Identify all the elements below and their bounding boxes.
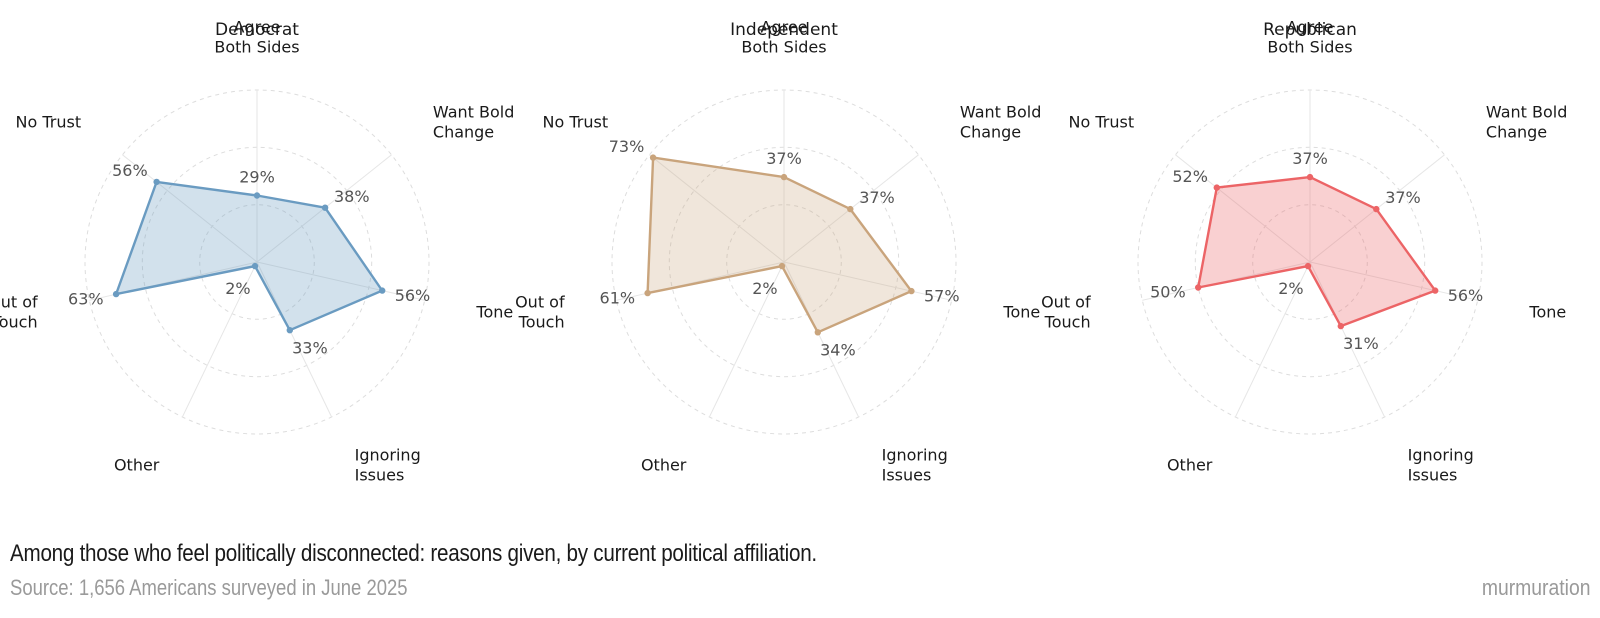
axis-label-tone: Tone [1002,303,1040,322]
value-label: 29% [239,168,275,187]
data-point-ignoring-issues [814,329,821,336]
value-label: 56% [395,286,431,305]
data-point-agree-both-sides [1306,173,1314,181]
value-label: 56% [112,161,148,180]
value-label: 61% [600,288,636,307]
grid-ring [726,204,842,320]
axis-spoke [783,261,952,301]
axis-spoke [256,261,425,301]
radar-charts: 29% 38% 56% 33% 2% 63% 56% Agree Both Sides Want … [0,18,1567,485]
value-label: 56% [1448,286,1484,305]
data-point-ignoring-issues [286,327,293,334]
data-point-ignoring-issues [1337,322,1345,330]
value-label: 38% [334,187,370,206]
axis-spoke [122,154,258,263]
panel-title: Democrat [215,20,299,40]
axis-spoke [1175,154,1311,263]
data-point-no-trust [153,178,160,186]
grid-ring [1252,204,1368,320]
axis-label-agree-both-sides: Agree Both Sides [214,18,299,57]
data-point-other [251,262,259,270]
axis-spoke [181,261,258,418]
axis-label-ignoring-issues: Ignoring Issues [882,445,948,484]
data-point-want-bold-change [847,205,854,213]
value-label: 57% [924,286,960,305]
series-area-independent [646,156,913,334]
axis-spoke [1309,261,1478,301]
axis-label-other: Other [641,455,687,474]
source-note: Source: 1,656 Americans surveyed in June… [10,575,408,600]
data-point-agree-both-sides [253,192,261,199]
data-point-out-of-touch [112,290,120,298]
axis-label-ignoring-issues: Ignoring Issues [355,445,421,484]
data-point-no-trust [649,154,657,161]
axis-spoke [783,261,860,418]
value-label: 37% [859,188,895,207]
data-point-out-of-touch [644,289,651,297]
axis-label-agree-both-sides: Agree Both Sides [1267,18,1352,57]
value-label: 2% [225,279,250,298]
axis-spoke [1234,261,1311,418]
axis-label-want-bold-change: Want Bold Change [1486,102,1567,141]
axis-label-tone: Tone [475,303,513,322]
axis-label-agree-both-sides: Agree Both Sides [741,18,826,57]
value-label: 63% [68,289,104,308]
data-point-other [778,262,786,270]
data-point-other [1304,262,1312,270]
axis-label-no-trust: No Trust [1069,112,1135,131]
value-label: 37% [766,149,802,168]
value-label: 31% [1343,334,1379,353]
series-area-democrat [114,180,384,332]
axis-label-want-bold-change: Want Bold Change [433,102,514,141]
axis-label-no-trust: No Trust [543,112,609,131]
axis-label-ignoring-issues: Ignoring Issues [1408,445,1474,484]
value-label: 37% [1292,149,1328,168]
radar-panel-independent: 37% 37% 57% 34% 2% 61% 73% Agree Both Sides Want … [515,18,1041,485]
data-point-want-bold-change [321,204,329,211]
axis-label-no-trust: No Trust [16,112,82,131]
axis-spoke [1309,261,1386,418]
axis-spoke [616,261,785,301]
data-point-tone [1432,287,1439,294]
value-label: 73% [609,137,645,156]
radar-panel-democrat: 29% 38% 56% 33% 2% 63% 56% Agree Both Sides Want … [0,18,514,485]
grid-ring [199,204,315,320]
value-label: 52% [1172,167,1208,186]
panel-title: Independent [730,20,838,40]
data-point-tone [908,287,915,295]
axis-spoke [649,154,785,263]
axis-spoke [256,261,333,418]
value-label: 33% [292,338,328,357]
data-point-out-of-touch [1195,284,1202,291]
brand-logo-text: murmuration [1481,575,1590,600]
value-label: 37% [1385,188,1421,207]
axis-label-tone: Tone [1528,303,1566,322]
chart-caption: Among those who feel politically disconn… [10,540,817,567]
axis-label-want-bold-change: Want Bold Change [960,102,1041,141]
axis-spoke [708,261,785,418]
data-point-tone [379,287,386,294]
data-point-want-bold-change [1373,205,1380,213]
panel-title: Republican [1263,20,1357,40]
data-point-agree-both-sides [780,173,788,181]
series-area-republican [1196,175,1437,328]
axis-label-other: Other [1167,455,1213,474]
radar-panel-republican: 37% 37% 56% 31% 2% 50% 52% Agree Both Sides Want … [1041,18,1567,485]
value-label: 50% [1150,283,1186,302]
data-point-no-trust [1213,184,1221,191]
value-label: 2% [1278,279,1303,298]
value-label: 34% [820,340,856,359]
value-label: 2% [752,279,777,298]
axis-label-other: Other [114,455,160,474]
